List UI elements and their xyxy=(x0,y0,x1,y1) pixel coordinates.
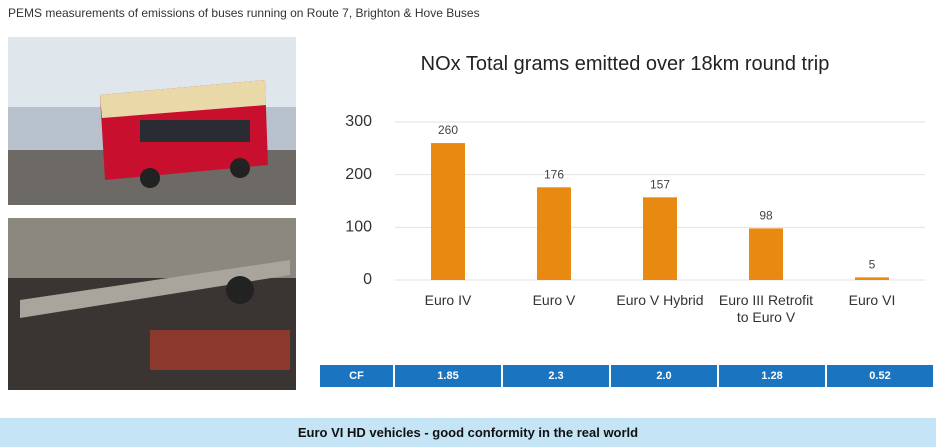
table-cell: 2.0 xyxy=(611,365,717,387)
footer-banner: Euro VI HD vehicles - good conformity in… xyxy=(0,418,936,447)
bar xyxy=(431,143,465,280)
data-label: 176 xyxy=(544,167,564,181)
y-tick-label: 0 xyxy=(363,271,372,288)
y-tick-label: 100 xyxy=(345,219,372,236)
x-tick-label: Euro IV xyxy=(398,292,498,309)
table-cell: 0.52 xyxy=(827,365,933,387)
table-cell: 1.85 xyxy=(395,365,501,387)
slide: PEMS measurements of emissions of buses … xyxy=(0,0,936,447)
bus-photo xyxy=(8,37,296,205)
y-tick-label: 200 xyxy=(345,166,372,183)
data-label: 260 xyxy=(438,123,458,137)
x-tick-label: Euro III Retrofit to Euro V xyxy=(716,292,816,326)
table-cell: 1.28 xyxy=(719,365,825,387)
exhaust-photo xyxy=(8,218,296,390)
table-header-cell: CF xyxy=(320,365,393,387)
bar xyxy=(537,187,571,280)
y-tick-label: 300 xyxy=(345,113,372,130)
bar xyxy=(855,277,889,280)
table-cell: 2.3 xyxy=(503,365,609,387)
chart-title: NOx Total grams emitted over 18km round … xyxy=(420,52,830,77)
bar xyxy=(749,228,783,280)
bar xyxy=(643,197,677,280)
data-label: 98 xyxy=(759,209,773,223)
x-tick-label: Euro V Hybrid xyxy=(610,292,710,309)
data-label: 5 xyxy=(869,258,876,272)
data-label: 157 xyxy=(650,177,670,191)
x-tick-label: Euro V xyxy=(504,292,604,309)
x-tick-label: Euro VI xyxy=(822,292,922,309)
